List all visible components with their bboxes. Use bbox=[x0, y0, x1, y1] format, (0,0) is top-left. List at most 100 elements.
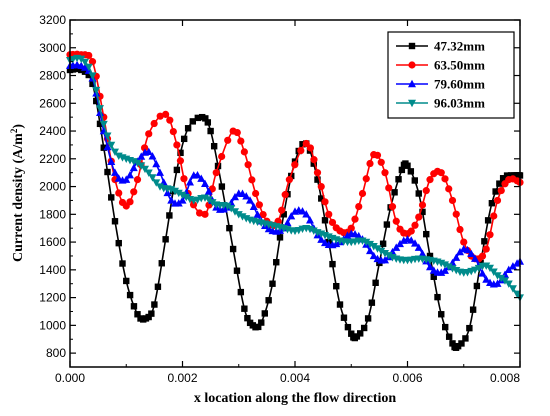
data-point bbox=[385, 184, 393, 192]
data-point bbox=[306, 144, 315, 152]
data-point bbox=[360, 324, 368, 332]
data-point bbox=[336, 301, 344, 308]
data-point bbox=[471, 254, 479, 262]
data-point bbox=[227, 205, 236, 213]
data-point bbox=[407, 236, 416, 244]
data-point bbox=[178, 196, 187, 204]
data-point bbox=[351, 215, 359, 223]
data-point bbox=[490, 212, 498, 220]
data-point bbox=[458, 340, 465, 347]
data-point bbox=[107, 141, 116, 150]
data-point bbox=[92, 86, 101, 95]
data-point bbox=[96, 105, 104, 113]
data-point bbox=[452, 253, 461, 261]
data-point bbox=[460, 238, 468, 246]
data-point bbox=[467, 249, 476, 258]
legend-label: 79.60mm bbox=[434, 77, 485, 92]
data-point bbox=[89, 80, 96, 88]
x-tick-label: 0.000 bbox=[55, 371, 85, 385]
data-point bbox=[273, 259, 280, 266]
data-point bbox=[85, 51, 93, 60]
data-point bbox=[204, 187, 213, 195]
data-point bbox=[321, 198, 329, 206]
data-point bbox=[197, 174, 206, 182]
data-point bbox=[73, 65, 81, 73]
data-point bbox=[454, 342, 462, 350]
data-point bbox=[391, 189, 398, 196]
data-point bbox=[441, 261, 449, 269]
data-point bbox=[241, 305, 248, 312]
data-point bbox=[148, 152, 157, 160]
data-point bbox=[369, 243, 378, 251]
data-point bbox=[100, 144, 107, 151]
series-96.03mm bbox=[66, 54, 524, 302]
data-point bbox=[473, 282, 481, 290]
data-point bbox=[504, 265, 513, 274]
data-point bbox=[202, 115, 209, 122]
data-point bbox=[422, 187, 430, 195]
data-point bbox=[379, 240, 387, 247]
data-point bbox=[274, 217, 282, 225]
data-point bbox=[189, 201, 198, 209]
data-point bbox=[482, 262, 491, 270]
data-point bbox=[404, 162, 411, 169]
data-point bbox=[310, 156, 318, 164]
data-point bbox=[504, 280, 513, 288]
data-point bbox=[317, 235, 326, 243]
data-point bbox=[176, 157, 185, 165]
y-tick-label: 2600 bbox=[39, 96, 66, 110]
y-tick-label: 3000 bbox=[39, 41, 66, 55]
data-point bbox=[283, 218, 292, 227]
data-point bbox=[310, 160, 317, 167]
y-tick-label: 2800 bbox=[39, 69, 66, 83]
data-point bbox=[445, 333, 453, 340]
data-point bbox=[69, 66, 77, 73]
data-point bbox=[104, 168, 111, 176]
data-point bbox=[99, 120, 108, 129]
data-point bbox=[208, 199, 217, 207]
x-tick-label: 0.008 bbox=[490, 371, 520, 385]
data-point bbox=[96, 120, 104, 128]
legend-marker bbox=[408, 99, 416, 108]
data-point bbox=[85, 71, 92, 79]
data-point bbox=[358, 189, 367, 198]
data-point bbox=[430, 273, 437, 280]
y-tick-label: 1800 bbox=[39, 207, 66, 221]
data-point bbox=[423, 230, 430, 238]
data-point bbox=[115, 239, 122, 247]
data-point bbox=[145, 130, 153, 138]
data-point bbox=[313, 169, 322, 177]
legend-marker bbox=[408, 42, 416, 50]
data-point bbox=[392, 217, 400, 225]
data-point bbox=[107, 157, 116, 165]
legend-marker bbox=[408, 79, 416, 88]
legend-label: 47.32mm bbox=[434, 39, 485, 54]
legend-item: 96.03mm bbox=[396, 96, 485, 111]
data-point bbox=[441, 175, 449, 183]
data-point bbox=[162, 110, 170, 118]
data-point bbox=[415, 213, 423, 221]
data-point bbox=[463, 245, 472, 254]
data-point bbox=[189, 118, 197, 125]
data-point bbox=[210, 143, 218, 150]
data-point bbox=[503, 172, 511, 179]
data-point bbox=[178, 191, 187, 200]
data-point bbox=[419, 208, 426, 216]
data-point bbox=[456, 225, 464, 234]
data-point bbox=[456, 247, 464, 256]
data-point bbox=[497, 186, 505, 195]
data-point bbox=[418, 201, 427, 209]
legend-label: 96.03mm bbox=[434, 96, 485, 111]
data-point bbox=[426, 176, 434, 184]
data-point bbox=[88, 72, 97, 80]
data-point bbox=[492, 188, 499, 195]
data-point bbox=[261, 310, 268, 317]
data-point bbox=[265, 297, 272, 304]
data-point bbox=[381, 249, 389, 258]
data-point bbox=[278, 206, 286, 214]
data-point bbox=[133, 176, 142, 184]
data-point bbox=[321, 217, 329, 224]
data-point bbox=[111, 218, 119, 225]
y-tick-label: 1600 bbox=[39, 235, 66, 249]
data-point bbox=[111, 168, 119, 176]
